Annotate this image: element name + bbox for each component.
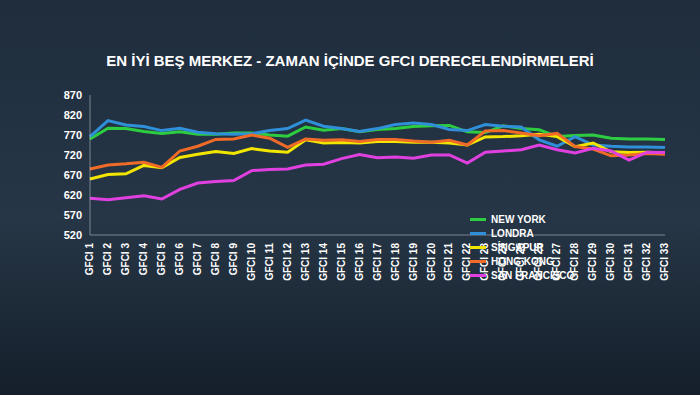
svg-text:520: 520 xyxy=(64,229,82,241)
svg-text:GFCI 20: GFCI 20 xyxy=(426,243,437,281)
svg-text:GFCI 33: GFCI 33 xyxy=(659,243,670,281)
svg-text:GFCI 8: GFCI 8 xyxy=(210,243,221,276)
svg-text:GFCI 18: GFCI 18 xyxy=(390,243,401,281)
svg-text:GFCI 14: GFCI 14 xyxy=(318,243,329,281)
svg-text:GFCI 2: GFCI 2 xyxy=(102,243,113,276)
svg-text:GFCI 6: GFCI 6 xyxy=(174,243,185,276)
svg-text:GFCI 10: GFCI 10 xyxy=(246,243,257,281)
svg-text:GFCI 15: GFCI 15 xyxy=(336,243,347,281)
svg-text:GFCI 19: GFCI 19 xyxy=(408,243,419,281)
svg-text:GFCI 9: GFCI 9 xyxy=(228,243,239,276)
svg-text:GFCI 3: GFCI 3 xyxy=(120,243,131,276)
svg-text:870: 870 xyxy=(64,89,82,101)
svg-text:GFCI 29: GFCI 29 xyxy=(587,243,598,281)
svg-text:570: 570 xyxy=(64,209,82,221)
svg-text:GFCI 13: GFCI 13 xyxy=(300,243,311,281)
svg-text:GFCI 7: GFCI 7 xyxy=(192,243,203,276)
svg-text:GFCI 12: GFCI 12 xyxy=(282,243,293,281)
svg-text:820: 820 xyxy=(64,109,82,121)
svg-text:GFCI 22: GFCI 22 xyxy=(461,243,472,281)
svg-text:GFCI 4: GFCI 4 xyxy=(138,243,149,276)
svg-text:GFCI 24: GFCI 24 xyxy=(497,243,508,281)
svg-text:GFCI 17: GFCI 17 xyxy=(372,243,383,281)
svg-text:GFCI 31: GFCI 31 xyxy=(623,243,634,281)
svg-text:770: 770 xyxy=(64,129,82,141)
svg-text:GFCI 26: GFCI 26 xyxy=(533,243,544,281)
svg-text:GFCI 27: GFCI 27 xyxy=(551,243,562,281)
svg-text:GFCI 5: GFCI 5 xyxy=(156,243,167,276)
svg-text:720: 720 xyxy=(64,149,82,161)
svg-text:GFCI 23: GFCI 23 xyxy=(479,243,490,281)
svg-text:GFCI 16: GFCI 16 xyxy=(354,243,365,281)
svg-text:GFCI 30: GFCI 30 xyxy=(605,243,616,281)
svg-text:GFCI 11: GFCI 11 xyxy=(264,243,275,281)
svg-text:620: 620 xyxy=(64,189,82,201)
svg-text:GFCI 28: GFCI 28 xyxy=(569,243,580,281)
svg-text:GFCI 21: GFCI 21 xyxy=(443,243,454,281)
svg-text:GFCI 25: GFCI 25 xyxy=(515,243,526,281)
svg-text:GFCI 32: GFCI 32 xyxy=(641,243,652,281)
svg-text:GFCI 1: GFCI 1 xyxy=(84,243,95,276)
svg-text:670: 670 xyxy=(64,169,82,181)
